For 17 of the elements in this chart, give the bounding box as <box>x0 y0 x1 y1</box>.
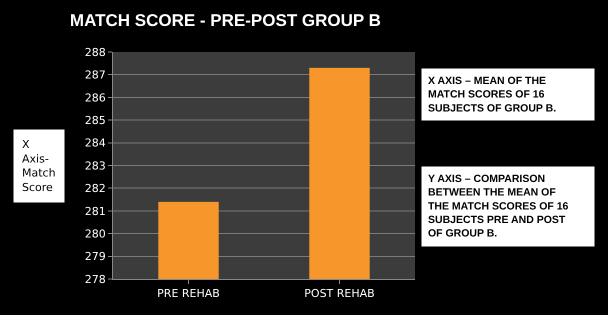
y-tick-label: 285 <box>84 114 106 127</box>
y-tick-label: 280 <box>84 227 106 240</box>
y-tick-label: 286 <box>84 91 106 104</box>
y-tick-label: 282 <box>84 182 106 196</box>
y-tick-label: 288 <box>84 46 106 59</box>
chart-title: MATCH SCORE - PRE-POST GROUP B <box>70 11 381 30</box>
x-tick-label: PRE REHAB <box>157 287 220 300</box>
y-tick-label: 284 <box>84 136 106 150</box>
text: Y AXIS – COMPARISON BETWEEN THE MEAN OF THE MATCH SCORES OF 16 SUBJECTS PRE AND POST OF GROUP B. <box>428 173 569 240</box>
y-tick-label: 283 <box>84 159 106 172</box>
y-tick-label: 287 <box>84 68 106 82</box>
text: X AXIS – MEAN OF THE MATCH SCORES OF 16 SUBJECTS OF GROUP B. <box>428 75 556 114</box>
y-tick-label: 278 <box>84 272 106 286</box>
y-tick-label: 279 <box>84 250 106 264</box>
x-tick-label: POST REHAB <box>304 287 375 300</box>
y-tick-label: 281 <box>84 204 106 218</box>
y-axis-title: X Axis- Match Score <box>22 138 56 194</box>
